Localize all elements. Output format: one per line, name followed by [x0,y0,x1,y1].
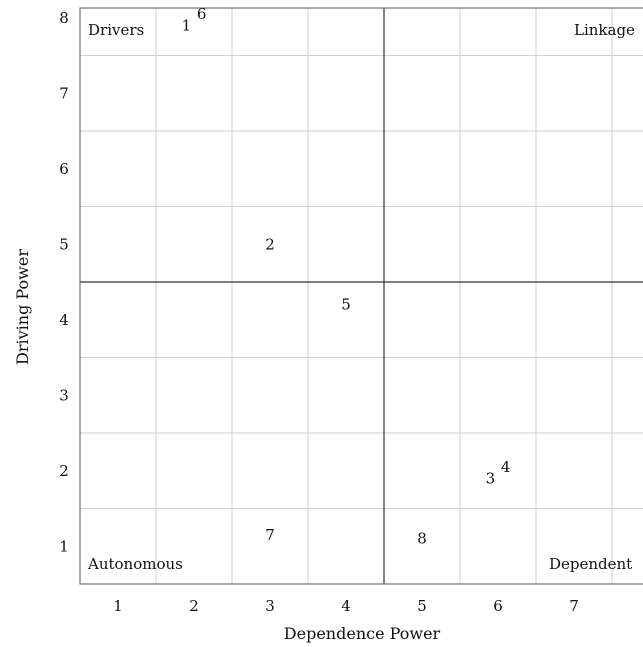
y-tick-labels: 1 2 3 4 5 6 7 8 [59,9,69,556]
x-tick-label: 6 [493,597,503,615]
data-point-8: 8 [417,530,427,548]
quadrant-label-bottom-left: Autonomous [87,555,183,573]
data-point-1: 1 [182,16,192,34]
x-tick-label: 7 [569,597,579,615]
data-point-4: 4 [501,458,511,476]
quadrant-label-top-right: Linkage [574,21,635,39]
y-tick-label: 2 [59,462,69,480]
quadrant-dividers [80,8,643,584]
data-point-6: 6 [197,5,207,23]
x-tick-label: 5 [417,597,427,615]
y-tick-label: 5 [59,235,69,253]
quadrant-label-top-left: Drivers [88,21,144,39]
y-tick-label: 6 [59,160,69,178]
quadrant-label-bottom-right: Dependent [549,555,632,573]
plot-frame [79,7,643,585]
x-tick-label: 1 [113,597,123,615]
grid [80,8,643,584]
y-axis-title: Driving Power [13,249,32,365]
y-tick-label: 3 [59,386,69,404]
x-axis-title: Dependence Power [284,624,441,643]
y-tick-label: 1 [59,537,69,555]
y-tick-label: 4 [59,311,69,329]
x-tick-label: 3 [265,597,275,615]
x-tick-label: 4 [341,597,351,615]
y-tick-label: 7 [59,84,69,102]
data-point-2: 2 [265,235,275,253]
data-point-7: 7 [265,526,275,544]
data-point-5: 5 [341,296,351,314]
x-tick-label: 2 [189,597,199,615]
data-point-3: 3 [486,469,496,487]
y-tick-label: 8 [59,9,69,27]
